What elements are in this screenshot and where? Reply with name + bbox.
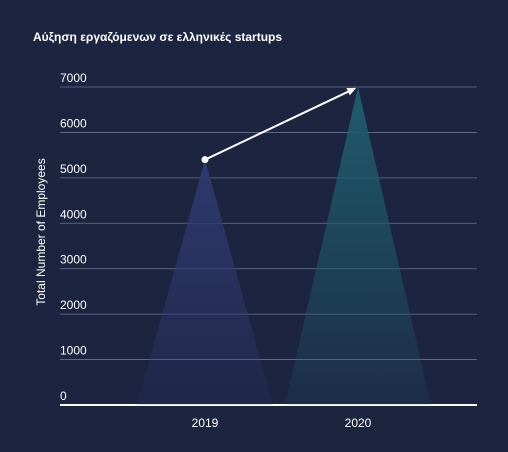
arrowhead bbox=[346, 87, 357, 96]
y-tick-label: 1000 bbox=[60, 344, 87, 358]
y-tick-label: 4000 bbox=[60, 207, 87, 221]
y-tick-label: 0 bbox=[60, 389, 67, 403]
x-tick-label: 2020 bbox=[345, 416, 372, 430]
chart-title: Αύξηση εργαζόμενων σε ελληνικές startups bbox=[33, 30, 282, 44]
spike bbox=[285, 87, 431, 405]
y-tick-label: 3000 bbox=[60, 253, 87, 267]
y-tick-label: 7000 bbox=[60, 71, 87, 85]
y-axis-label: Total Number of Employees bbox=[34, 158, 48, 305]
y-tick-label: 2000 bbox=[60, 298, 87, 312]
spike bbox=[137, 159, 273, 405]
y-tick-label: 6000 bbox=[60, 116, 87, 130]
x-tick-label: 2019 bbox=[192, 416, 219, 430]
connector bbox=[204, 89, 352, 161]
y-tick-label: 5000 bbox=[60, 162, 87, 176]
connector-dot bbox=[201, 156, 209, 164]
